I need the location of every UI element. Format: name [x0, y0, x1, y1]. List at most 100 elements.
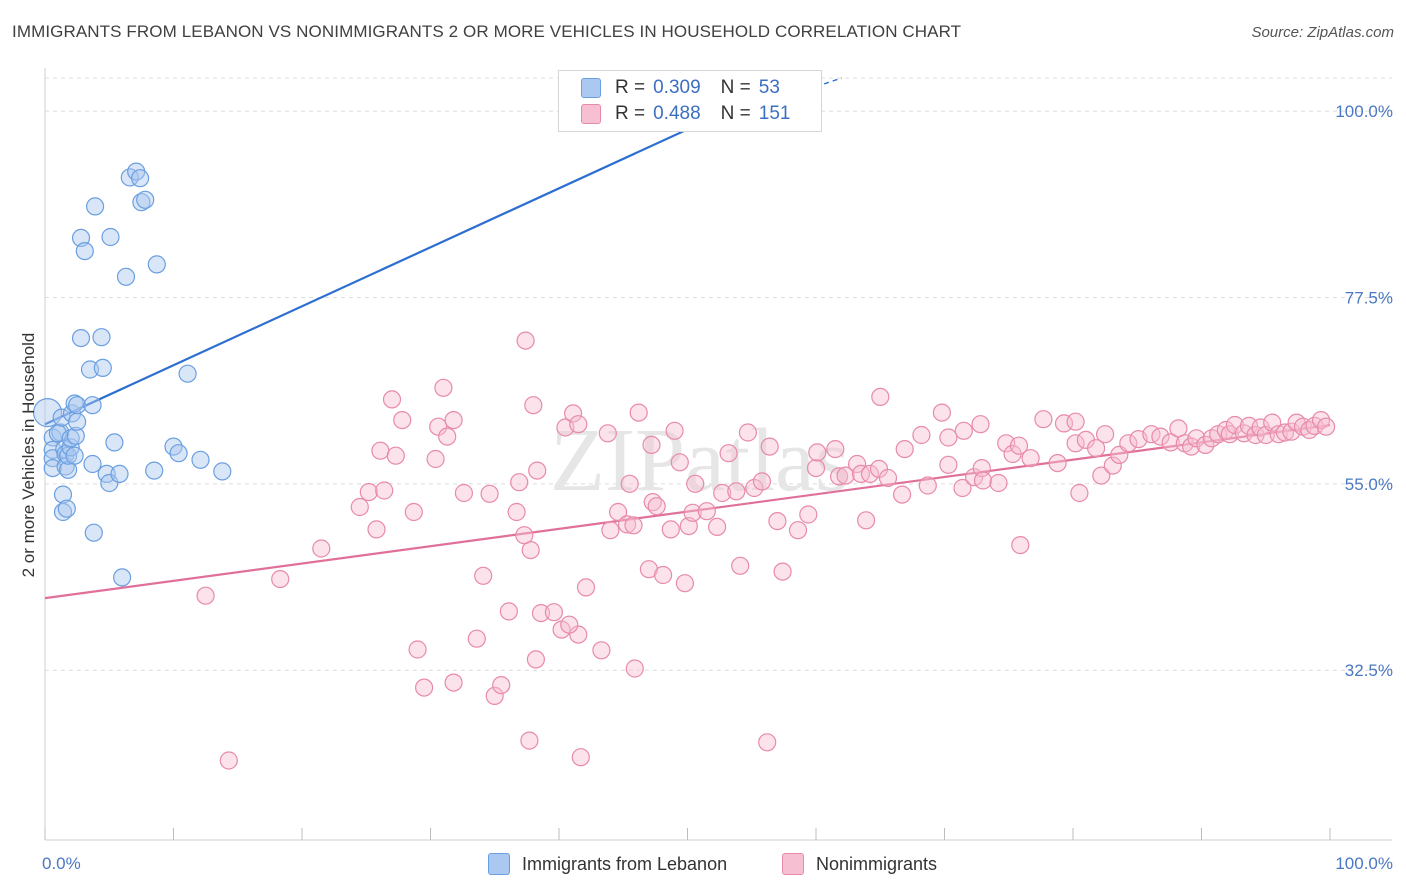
- point-lebanon: [83, 454, 102, 474]
- y-axis-title: 2 or more Vehicles in Household: [19, 333, 38, 578]
- legend-row-lebanon: R = 0.309 N = 53: [581, 76, 780, 100]
- point-nonimmigrant: [454, 483, 473, 503]
- point-nonimmigrant: [485, 686, 504, 706]
- data-points: [32, 162, 1336, 770]
- point-nonimmigrant: [444, 673, 463, 692]
- point-nonimmigrant: [895, 440, 914, 459]
- legend-r-value-lebanon: 0.309: [653, 77, 701, 98]
- bottom-legend-nonimmigrants: Nonimmigrants: [782, 852, 937, 876]
- point-nonimmigrant: [697, 502, 716, 521]
- point-lebanon: [105, 433, 124, 452]
- point-nonimmigrant: [871, 387, 890, 406]
- point-lebanon: [85, 197, 105, 216]
- point-nonimmigrant: [499, 602, 518, 621]
- point-nonimmigrant: [367, 520, 386, 539]
- point-nonimmigrant: [576, 578, 596, 597]
- point-nonimmigrant: [806, 459, 826, 478]
- legend-n-label: N =: [720, 103, 751, 124]
- point-lebanon: [83, 396, 102, 415]
- point-nonimmigrant: [601, 521, 620, 540]
- y-tick-label: 77.5%: [1345, 288, 1393, 307]
- point-nonimmigrant: [647, 497, 666, 516]
- point-nonimmigrant: [1196, 435, 1215, 454]
- point-nonimmigrant: [973, 471, 993, 490]
- point-nonimmigrant: [571, 748, 590, 767]
- point-nonimmigrant: [971, 415, 990, 434]
- point-nonimmigrant: [1119, 434, 1138, 453]
- point-lebanon: [213, 462, 232, 481]
- point-nonimmigrant: [989, 473, 1008, 493]
- point-nonimmigrant: [415, 678, 434, 697]
- point-nonimmigrant: [386, 446, 405, 465]
- point-nonimmigrant: [847, 454, 867, 474]
- point-nonimmigrant: [661, 520, 680, 539]
- point-nonimmigrant: [408, 640, 427, 659]
- point-nonimmigrant: [1054, 414, 1074, 433]
- point-lebanon: [112, 568, 132, 587]
- point-nonimmigrant: [510, 473, 529, 492]
- point-nonimmigrant: [1103, 456, 1122, 475]
- point-nonimmigrant: [954, 421, 973, 440]
- point-nonimmigrant: [1095, 425, 1115, 444]
- point-nonimmigrant: [892, 485, 912, 504]
- point-nonimmigrant: [707, 517, 727, 537]
- point-nonimmigrant: [531, 603, 551, 623]
- point-lebanon: [66, 426, 85, 445]
- point-nonimmigrant: [1151, 427, 1170, 446]
- point-nonimmigrant: [1239, 416, 1259, 435]
- grid-lines: [45, 77, 1392, 671]
- point-nonimmigrant: [675, 574, 695, 593]
- point-nonimmigrant: [727, 482, 746, 501]
- point-lebanon: [92, 328, 111, 347]
- point-nonimmigrant: [507, 502, 526, 522]
- point-nonimmigrant: [878, 468, 898, 488]
- point-nonimmigrant: [560, 615, 579, 634]
- point-nonimmigrant: [670, 453, 689, 472]
- point-lebanon: [61, 438, 80, 457]
- point-nonimmigrant: [1086, 439, 1106, 458]
- point-nonimmigrant: [1275, 423, 1295, 442]
- point-nonimmigrant: [788, 521, 808, 540]
- legend-n-value-nonimmigrants: 151: [758, 103, 791, 124]
- watermark: ZIPatlas: [550, 411, 850, 510]
- point-nonimmigrant: [808, 443, 827, 462]
- point-nonimmigrant: [939, 455, 958, 474]
- point-nonimmigrant: [515, 526, 534, 545]
- point-nonimmigrant: [860, 464, 880, 483]
- point-lebanon: [169, 444, 188, 463]
- trend-line-nonimmigrants: [44, 423, 1331, 600]
- point-nonimmigrant: [219, 751, 238, 770]
- point-lebanon: [136, 190, 155, 209]
- point-nonimmigrant: [516, 331, 535, 350]
- point-nonimmigrant: [492, 675, 511, 695]
- point-nonimmigrant: [312, 539, 331, 558]
- point-nonimmigrant: [856, 511, 876, 530]
- point-nonimmigrant: [474, 566, 493, 585]
- x-tick-label-min: 0.0%: [42, 854, 81, 873]
- point-nonimmigrant: [563, 404, 583, 423]
- point-nonimmigrant: [1011, 535, 1030, 555]
- point-nonimmigrant: [939, 428, 958, 447]
- point-nonimmigrant: [912, 425, 931, 445]
- trend-line-lebanon: [44, 128, 688, 426]
- point-nonimmigrant: [836, 466, 855, 485]
- point-nonimmigrant: [480, 484, 499, 503]
- point-nonimmigrant: [608, 502, 628, 522]
- point-nonimmigrant: [773, 562, 792, 581]
- point-lebanon: [67, 396, 87, 415]
- point-lebanon: [100, 473, 119, 493]
- legend-r-label: R =: [615, 77, 646, 98]
- bottom-legend-label-nonimmigrants: Nonimmigrants: [816, 853, 938, 874]
- point-nonimmigrant: [1263, 413, 1282, 432]
- point-nonimmigrant: [738, 423, 758, 442]
- point-nonimmigrant: [719, 444, 738, 463]
- point-lebanon: [32, 398, 63, 428]
- point-nonimmigrant: [768, 511, 787, 531]
- point-lebanon: [110, 464, 129, 483]
- point-nonimmigrant: [799, 505, 818, 524]
- point-nonimmigrant: [434, 378, 453, 397]
- point-nonimmigrant: [653, 565, 673, 585]
- point-nonimmigrant: [758, 733, 777, 752]
- bottom-legend-swatch-nonimmigrants: [782, 853, 804, 875]
